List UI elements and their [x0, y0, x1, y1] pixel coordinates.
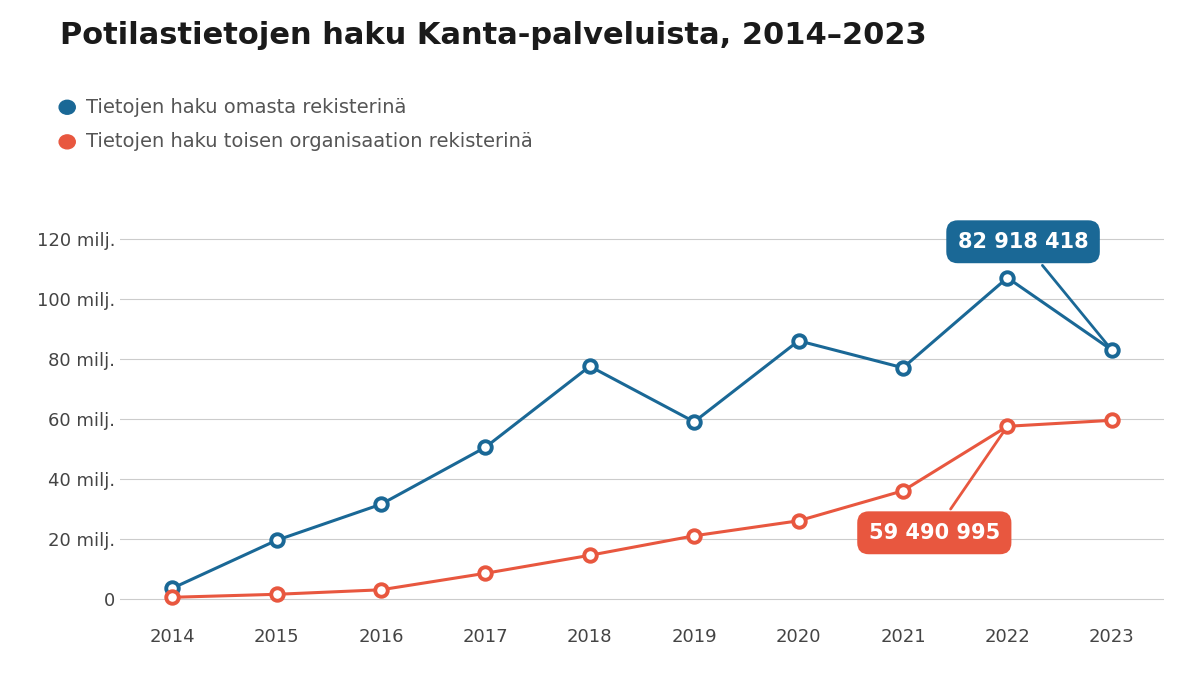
Text: Tietojen haku toisen organisaation rekisterinä: Tietojen haku toisen organisaation rekis…: [86, 132, 533, 152]
Text: Potilastietojen haku Kanta-palveluista, 2014–2023: Potilastietojen haku Kanta-palveluista, …: [60, 21, 926, 50]
Text: 82 918 418: 82 918 418: [958, 232, 1110, 348]
Circle shape: [59, 100, 76, 114]
Circle shape: [59, 135, 76, 149]
Text: Tietojen haku omasta rekisterinä: Tietojen haku omasta rekisterinä: [86, 98, 407, 117]
Text: 59 490 995: 59 490 995: [869, 428, 1006, 543]
